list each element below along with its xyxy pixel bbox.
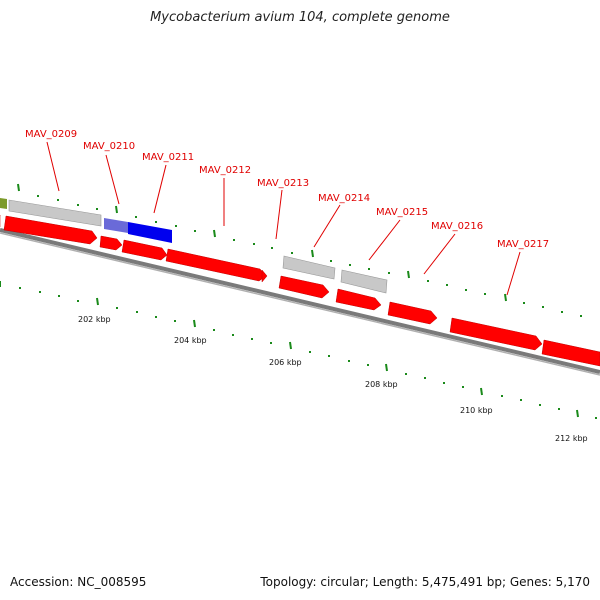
gene-label[interactable]: MAV_0214	[318, 193, 370, 204]
feature-row-outer	[0, 198, 388, 294]
gene-arrow[interactable]	[449, 317, 543, 351]
gene-label[interactable]: MAV_0216	[431, 221, 483, 232]
gene-arrow[interactable]	[387, 301, 438, 325]
kbp-label: 206 kbp	[269, 358, 302, 367]
upper-tick-row	[17, 183, 582, 317]
gene-arrow[interactable]	[335, 288, 382, 311]
gene-arrow[interactable]	[261, 269, 268, 283]
gene-label[interactable]: MAV_0211	[142, 152, 194, 163]
gene-feature-grey[interactable]	[340, 269, 388, 294]
kbp-label: 202 kbp	[78, 315, 111, 324]
gene-label[interactable]: MAV_0215	[376, 207, 428, 218]
feature-row-inner	[0, 215, 600, 367]
gene-arrow[interactable]	[99, 235, 123, 251]
lower-tick-row	[0, 281, 597, 419]
map-title: Mycobacterium avium 104, complete genome	[150, 10, 450, 25]
gene-feature-grey[interactable]	[8, 199, 102, 227]
gene-feature-olive[interactable]	[0, 198, 7, 209]
gene-labels: MAV_0209 MAV_0210 MAV_0211 MAV_0212 MAV_…	[25, 129, 549, 250]
accession-text: Accession: NC_008595	[10, 575, 147, 589]
gene-arrow[interactable]	[121, 239, 168, 261]
gene-label[interactable]: MAV_0217	[497, 239, 549, 250]
gene-feature-blue-light[interactable]	[104, 218, 128, 233]
gene-arrow[interactable]	[3, 215, 98, 245]
kbp-label: 204 kbp	[174, 336, 207, 345]
genome-summary-text: Topology: circular; Length: 5,475,491 bp…	[260, 575, 590, 589]
gene-label[interactable]: MAV_0209	[25, 129, 77, 140]
genome-backbone-shadow	[0, 232, 600, 376]
gene-feature-grey[interactable]	[282, 255, 336, 280]
kbp-label: 212 kbp	[555, 434, 588, 443]
gene-arrow[interactable]	[541, 339, 600, 367]
label-leader-lines	[46, 141, 521, 296]
kbp-label: 208 kbp	[365, 380, 398, 389]
genome-backbone	[0, 228, 600, 374]
kbp-label: 210 kbp	[460, 406, 493, 415]
gene-label[interactable]: MAV_0210	[83, 141, 135, 152]
gene-label[interactable]: MAV_0212	[199, 165, 251, 176]
kbp-labels: 202 kbp 204 kbp 206 kbp 208 kbp 210 kbp …	[78, 315, 588, 443]
gene-arrow[interactable]	[278, 275, 330, 299]
gene-label[interactable]: MAV_0213	[257, 178, 309, 189]
gene-feature-blue[interactable]	[128, 222, 172, 243]
